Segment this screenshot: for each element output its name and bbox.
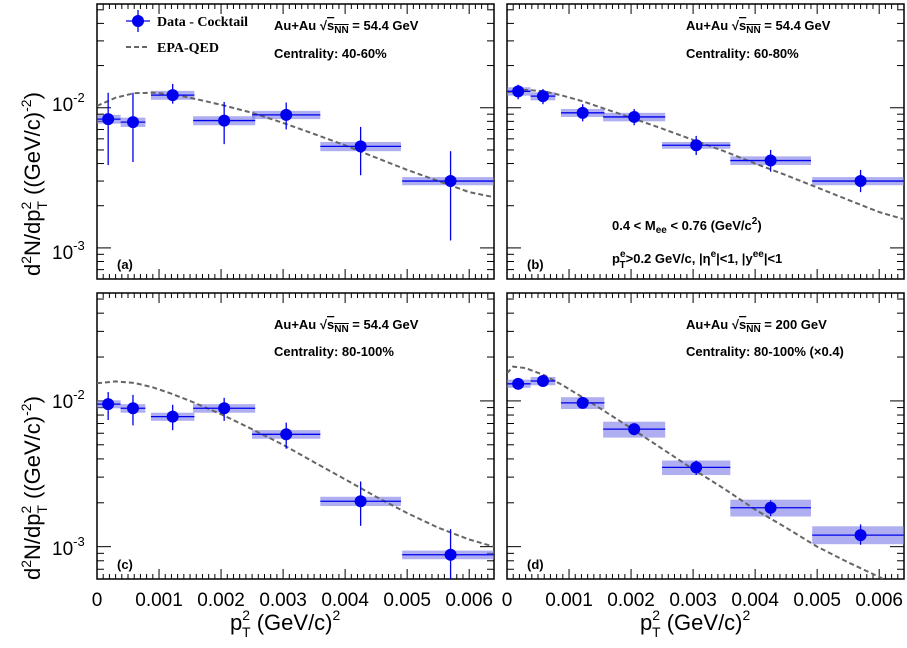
panel-d-centrality: Centrality: 80-100% (×0.4) [686, 344, 844, 359]
x-tick-label: 0.005 [383, 590, 431, 611]
epa-qed-curve [507, 365, 886, 579]
panel-c-data [97, 380, 494, 579]
data-point [764, 154, 777, 167]
data-point [444, 175, 457, 188]
data-point [126, 402, 139, 415]
epa-qed-curve [97, 380, 494, 548]
y-axis-title-top: d2N/dp2T ((GeV/c)-2) [18, 92, 50, 276]
data-point [102, 398, 115, 411]
panel-a-system: Au+Au √sNN = 54.4 GeV [274, 18, 419, 36]
x-tick-label: 0.001 [135, 590, 183, 611]
data-point [854, 175, 867, 188]
panel-d-tag: (d) [527, 557, 544, 572]
panel-b-data [507, 84, 904, 221]
legend-theory-label: EPA-QED [157, 41, 219, 56]
x-tick-label: 0.002 [607, 590, 655, 611]
panel-a-centrality: Centrality: 40-60% [274, 46, 387, 61]
panel-c-centrality: Centrality: 80-100% [274, 344, 394, 359]
data-point [126, 116, 139, 129]
epa-qed-curve [97, 91, 494, 199]
mass-cut-label: 0.4 < Mee < 0.76 (GeV/c2) [612, 216, 762, 236]
data-point [536, 374, 549, 387]
data-point [536, 90, 549, 103]
data-point [354, 495, 367, 508]
x-tick-labels: 0 0.001 0.002 0.003 0.004 0.005 0.006 0 0.001 0.0… [92, 590, 903, 611]
data-point [218, 402, 231, 415]
data-point [690, 461, 703, 474]
data-point [280, 108, 293, 121]
panel-c-system: Au+Au √sNN = 54.4 GeV [274, 317, 419, 335]
axis-ticks [96, 4, 905, 580]
panel-a-tag: (a) [117, 257, 133, 272]
data-point [280, 428, 293, 441]
data-point [512, 377, 525, 390]
x-axis-title-right: p2 T (GeV/c)2 [640, 607, 751, 640]
data-point [218, 114, 231, 127]
x-tick-label: 0.003 [669, 590, 717, 611]
x-tick-label: 0.002 [197, 590, 245, 611]
epa-qed-curve [507, 88, 904, 221]
y-axis-title-bottom: d2N/dp2T ((GeV/c)-2) [18, 396, 50, 580]
data-point [628, 423, 641, 436]
x-tick-label: 0.005 [793, 590, 841, 611]
panel-a-ytick-bot: 10-3 [52, 238, 85, 264]
panel-d-data [507, 365, 904, 579]
x-tick-label: 0.006 [855, 590, 903, 611]
legend-data-label: Data - Cocktail [157, 15, 248, 30]
data-point [576, 106, 589, 119]
x-tick-label: 0 [92, 590, 103, 611]
panel-b-tag: (b) [527, 257, 544, 272]
data-point [102, 113, 115, 126]
data-point [512, 85, 525, 98]
panel-a-data [97, 83, 494, 241]
data-point [576, 396, 589, 409]
legend-data-marker [132, 15, 144, 27]
x-tick-label: 0.006 [445, 590, 493, 611]
data-point [628, 110, 641, 123]
legend: Data - Cocktail EPA-QED [126, 10, 248, 56]
x-tick-label: 0.004 [321, 590, 369, 611]
panel-a-ytick-top: 10-2 [52, 90, 85, 116]
panel-c-ytick-top: 10-2 [52, 387, 85, 413]
x-tick-label: 0.004 [731, 590, 779, 611]
kinematic-cut-label: pe T>0.2 GeV/c, |ηe|<1, |yee|<1 [612, 249, 782, 271]
data-point [354, 140, 367, 153]
panel-b-system: Au+Au √sNN = 54.4 GeV [686, 18, 831, 36]
data-point [690, 139, 703, 152]
panel-d-system: Au+Au √sNN = 200 GeV [686, 317, 827, 335]
panel-b-centrality: Centrality: 60-80% [686, 46, 799, 61]
data-point [444, 548, 457, 561]
data-point [166, 89, 179, 102]
data-point [854, 529, 867, 542]
x-tick-label: 0.003 [259, 590, 307, 611]
x-tick-label: 0 [502, 590, 513, 611]
data-point [166, 410, 179, 423]
panel-c-tag: (c) [117, 557, 133, 572]
panel-c-ytick-bot: 10-3 [52, 534, 85, 560]
x-axis-title-left: p2 T (GeV/c)2 [230, 607, 341, 640]
x-tick-label: 0.001 [545, 590, 593, 611]
data-point [764, 501, 777, 514]
